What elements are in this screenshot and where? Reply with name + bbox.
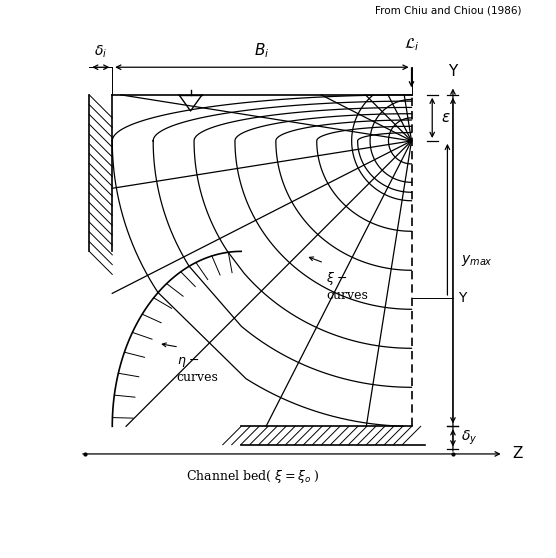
Text: From Chiu and Chiou (1986): From Chiu and Chiou (1986)	[375, 6, 522, 16]
Text: $\mathcal{L}_i$: $\mathcal{L}_i$	[404, 37, 419, 54]
Text: $\delta_y$: $\delta_y$	[461, 429, 478, 447]
Text: Y: Y	[448, 64, 458, 79]
Text: Y: Y	[459, 291, 467, 305]
Text: $\eta$ $-$
curves: $\eta$ $-$ curves	[177, 355, 219, 384]
Text: Channel bed( $\xi = \xi_o$ ): Channel bed( $\xi = \xi_o$ )	[186, 468, 320, 485]
Text: $\varepsilon$: $\varepsilon$	[440, 110, 450, 126]
Text: $\delta_i$: $\delta_i$	[94, 44, 107, 60]
Text: Z: Z	[513, 446, 523, 461]
Text: $B_i$: $B_i$	[254, 42, 270, 60]
Text: $\xi$ $-$
curves: $\xi$ $-$ curves	[326, 270, 368, 302]
Text: $y_{max}$: $y_{max}$	[461, 253, 493, 268]
